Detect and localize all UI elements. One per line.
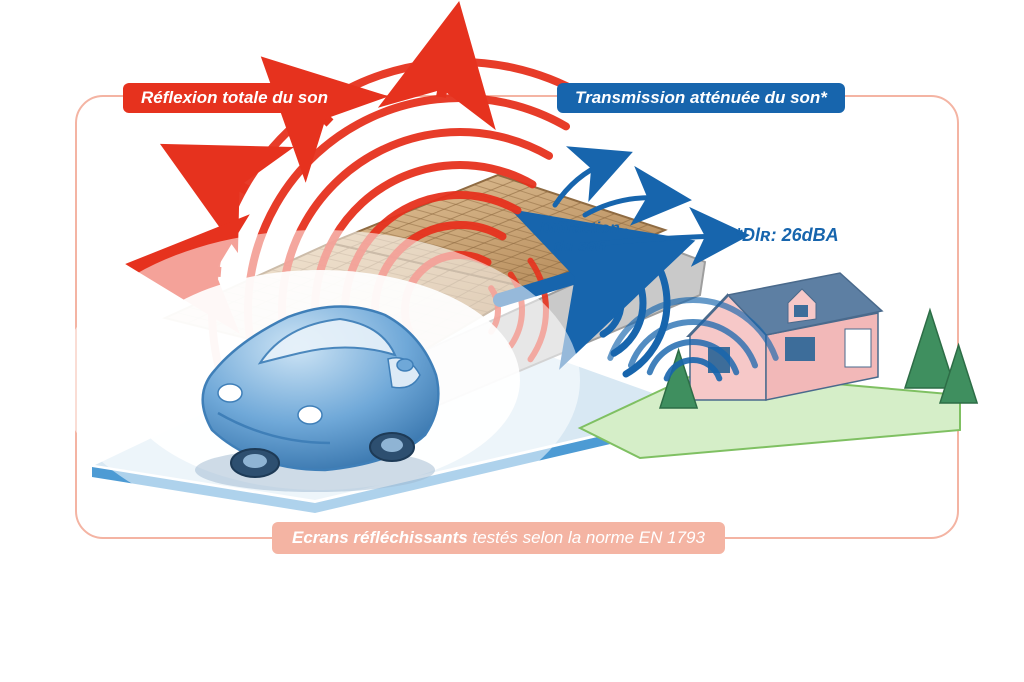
dlr-text: *Dlʀ: 26dBA <box>735 225 839 245</box>
footer-label: Ecrans réfléchissants testés selon la no… <box>272 522 725 554</box>
reflection-label: Réflexion totale du son <box>123 83 346 113</box>
diffraction-label: Diffraction du son <box>540 220 620 257</box>
footer-bold: Ecrans réfléchissants <box>292 528 468 547</box>
diffraction-line1: Diffraction <box>540 220 620 237</box>
diffraction-line2: du son <box>554 238 606 255</box>
house-group <box>686 273 882 400</box>
transmission-label-text: Transmission atténuée du son* <box>575 88 827 107</box>
dlr-label: *Dlʀ: 26dBA <box>735 225 839 246</box>
footer-rest: testés selon la norme EN 1793 <box>468 528 705 547</box>
transmission-label: Transmission atténuée du son* <box>557 83 845 113</box>
reflection-label-text: Réflexion totale du son <box>141 88 328 107</box>
